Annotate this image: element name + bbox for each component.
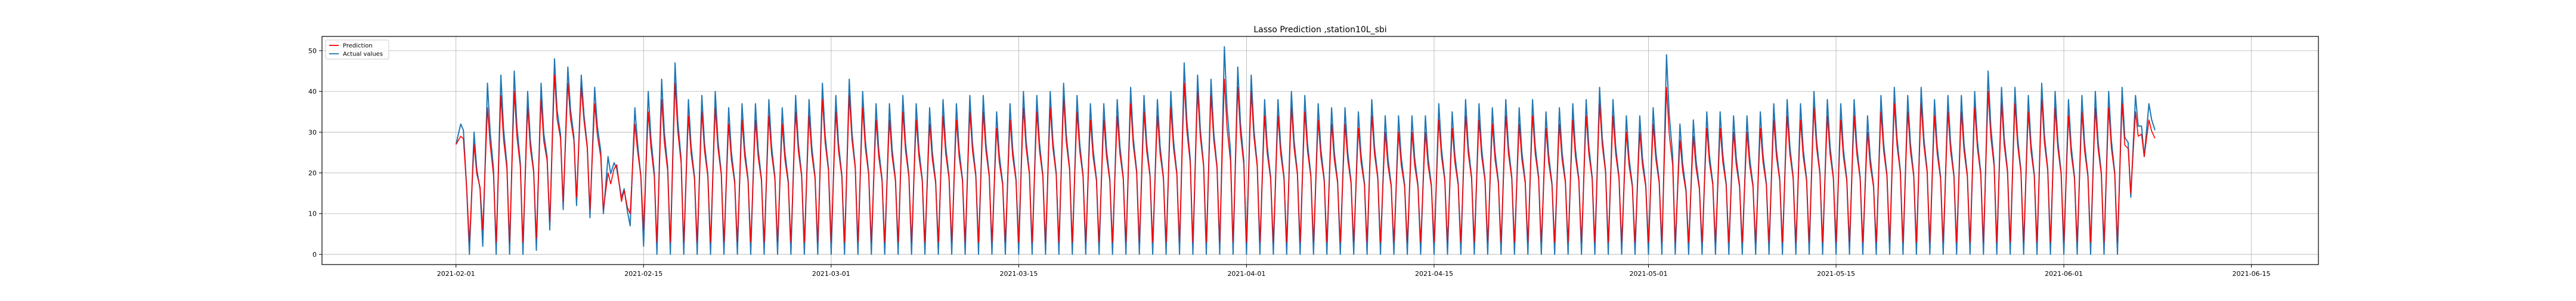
x-tick-label: 2021-03-01 (812, 270, 850, 278)
legend-box (325, 39, 389, 60)
legend-label-prediction: Prediction (343, 43, 373, 50)
x-tick-label: 2021-03-15 (999, 270, 1038, 278)
y-tick-label: 20 (308, 170, 317, 177)
x-tick-label: 2021-06-01 (2045, 270, 2083, 278)
y-tick-label: 30 (308, 128, 317, 136)
plot-series (455, 46, 2156, 255)
y-tick-label: 40 (308, 88, 317, 96)
series-line-prediction (456, 75, 2156, 243)
legend-label-actual-values: Actual values (343, 51, 383, 58)
chart-title: Lasso Prediction ,station10L_sbi (1253, 25, 1386, 35)
x-tick-label: 2021-05-15 (1817, 270, 1855, 278)
x-tick-label: 2021-05-01 (1630, 270, 1668, 278)
y-tick-label: 0 (312, 251, 317, 259)
y-axis: 0 10 20 30 40 50 (308, 47, 322, 259)
x-tick-label: 2021-06-15 (2233, 270, 2271, 278)
x-tick-label: 2021-02-01 (437, 270, 475, 278)
x-tick-label: 2021-04-15 (1415, 270, 1453, 278)
x-tick-label: 2021-04-01 (1227, 270, 1265, 278)
x-axis: 2021-02-01 2021-02-15 2021-03-01 2021-03-15… (437, 265, 2271, 278)
plot-frame (321, 36, 2319, 265)
y-tick-label: 50 (308, 47, 317, 55)
y-tick-label: 10 (308, 210, 317, 218)
x-tick-label: 2021-02-15 (624, 270, 662, 278)
legend: Prediction Actual values (325, 39, 389, 60)
